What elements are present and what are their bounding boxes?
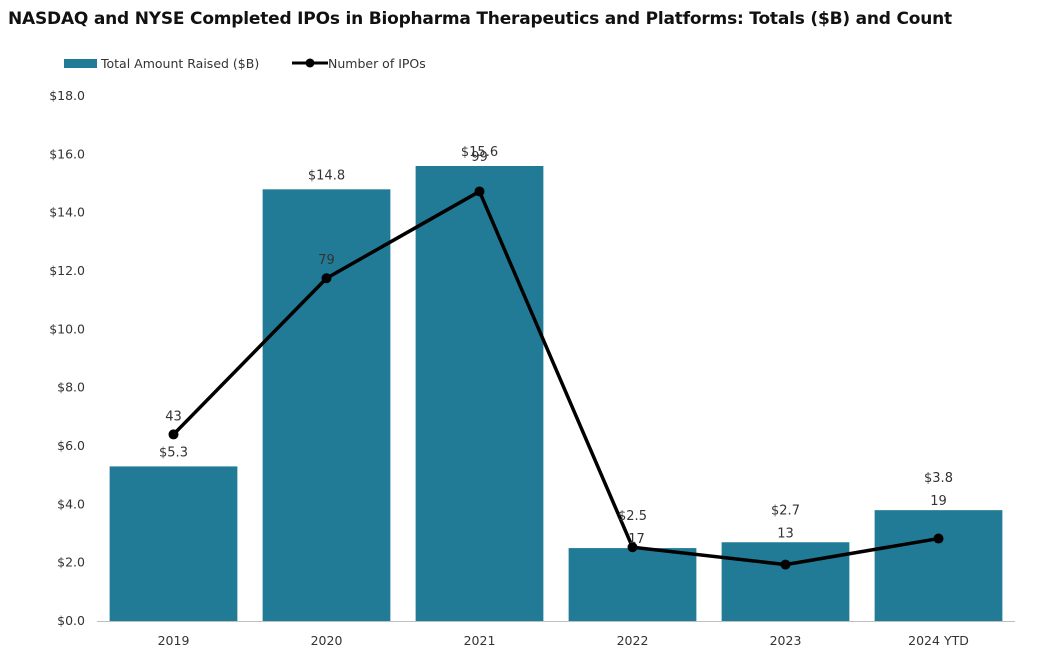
bar-2023 (721, 542, 850, 621)
bar-2020 (262, 189, 391, 622)
y-tick-label: $4.0 (57, 496, 85, 511)
y-tick-label: $12.0 (49, 263, 85, 278)
bar-value-label: $5.3 (159, 445, 188, 460)
legend-label-line: Number of IPOs (328, 56, 426, 71)
bar-value-label: $3.8 (924, 471, 953, 486)
y-tick-label: $2.0 (57, 555, 85, 570)
x-tick-label: 2020 (311, 633, 343, 648)
y-tick-label: $10.0 (49, 321, 85, 336)
line-point-2021 (474, 186, 485, 197)
bar-2024-ytd (874, 510, 1003, 621)
x-tick-label: 2023 (770, 633, 802, 648)
y-tick-label: $14.0 (49, 205, 85, 220)
y-tick-label: $0.0 (57, 613, 85, 628)
x-tick-label: 2021 (464, 633, 496, 648)
bar-value-label: $14.8 (308, 168, 345, 183)
y-tick-label: $8.0 (57, 380, 85, 395)
chart-title: NASDAQ and NYSE Completed IPOs in Biopha… (8, 9, 952, 29)
bar-value-label: $15.6 (461, 145, 498, 160)
line-point-2019 (168, 429, 179, 440)
legend-label-bars: Total Amount Raised ($B) (100, 56, 259, 71)
line-point-2022 (627, 542, 638, 553)
x-tick-label: 2022 (617, 633, 649, 648)
line-number-of-ipos (172, 189, 939, 567)
bar-2022 (568, 548, 697, 621)
bar-2019 (109, 466, 238, 621)
line-point-2020 (321, 273, 332, 284)
line-value-label: 79 (318, 253, 335, 268)
line-point-2024-ytd (933, 533, 944, 544)
bar-value-label: $2.5 (618, 509, 647, 524)
bar-2021 (415, 166, 544, 621)
line-value-label: 13 (777, 526, 794, 541)
x-tick-label: 2019 (158, 633, 190, 648)
legend-swatch-line-marker (305, 58, 315, 68)
y-tick-label: $18.0 (49, 88, 85, 103)
line-value-label: 99 (471, 150, 488, 165)
legend-swatch-bars (64, 59, 97, 68)
x-tick-label: 2024 YTD (908, 633, 969, 648)
y-tick-label: $6.0 (57, 438, 85, 453)
bar-value-label: $2.7 (771, 503, 800, 518)
line-value-label: 17 (628, 532, 645, 547)
line-point-2023 (780, 559, 791, 570)
line-value-label: 19 (930, 494, 947, 509)
line-value-label: 43 (165, 409, 182, 424)
y-tick-label: $16.0 (49, 146, 85, 161)
